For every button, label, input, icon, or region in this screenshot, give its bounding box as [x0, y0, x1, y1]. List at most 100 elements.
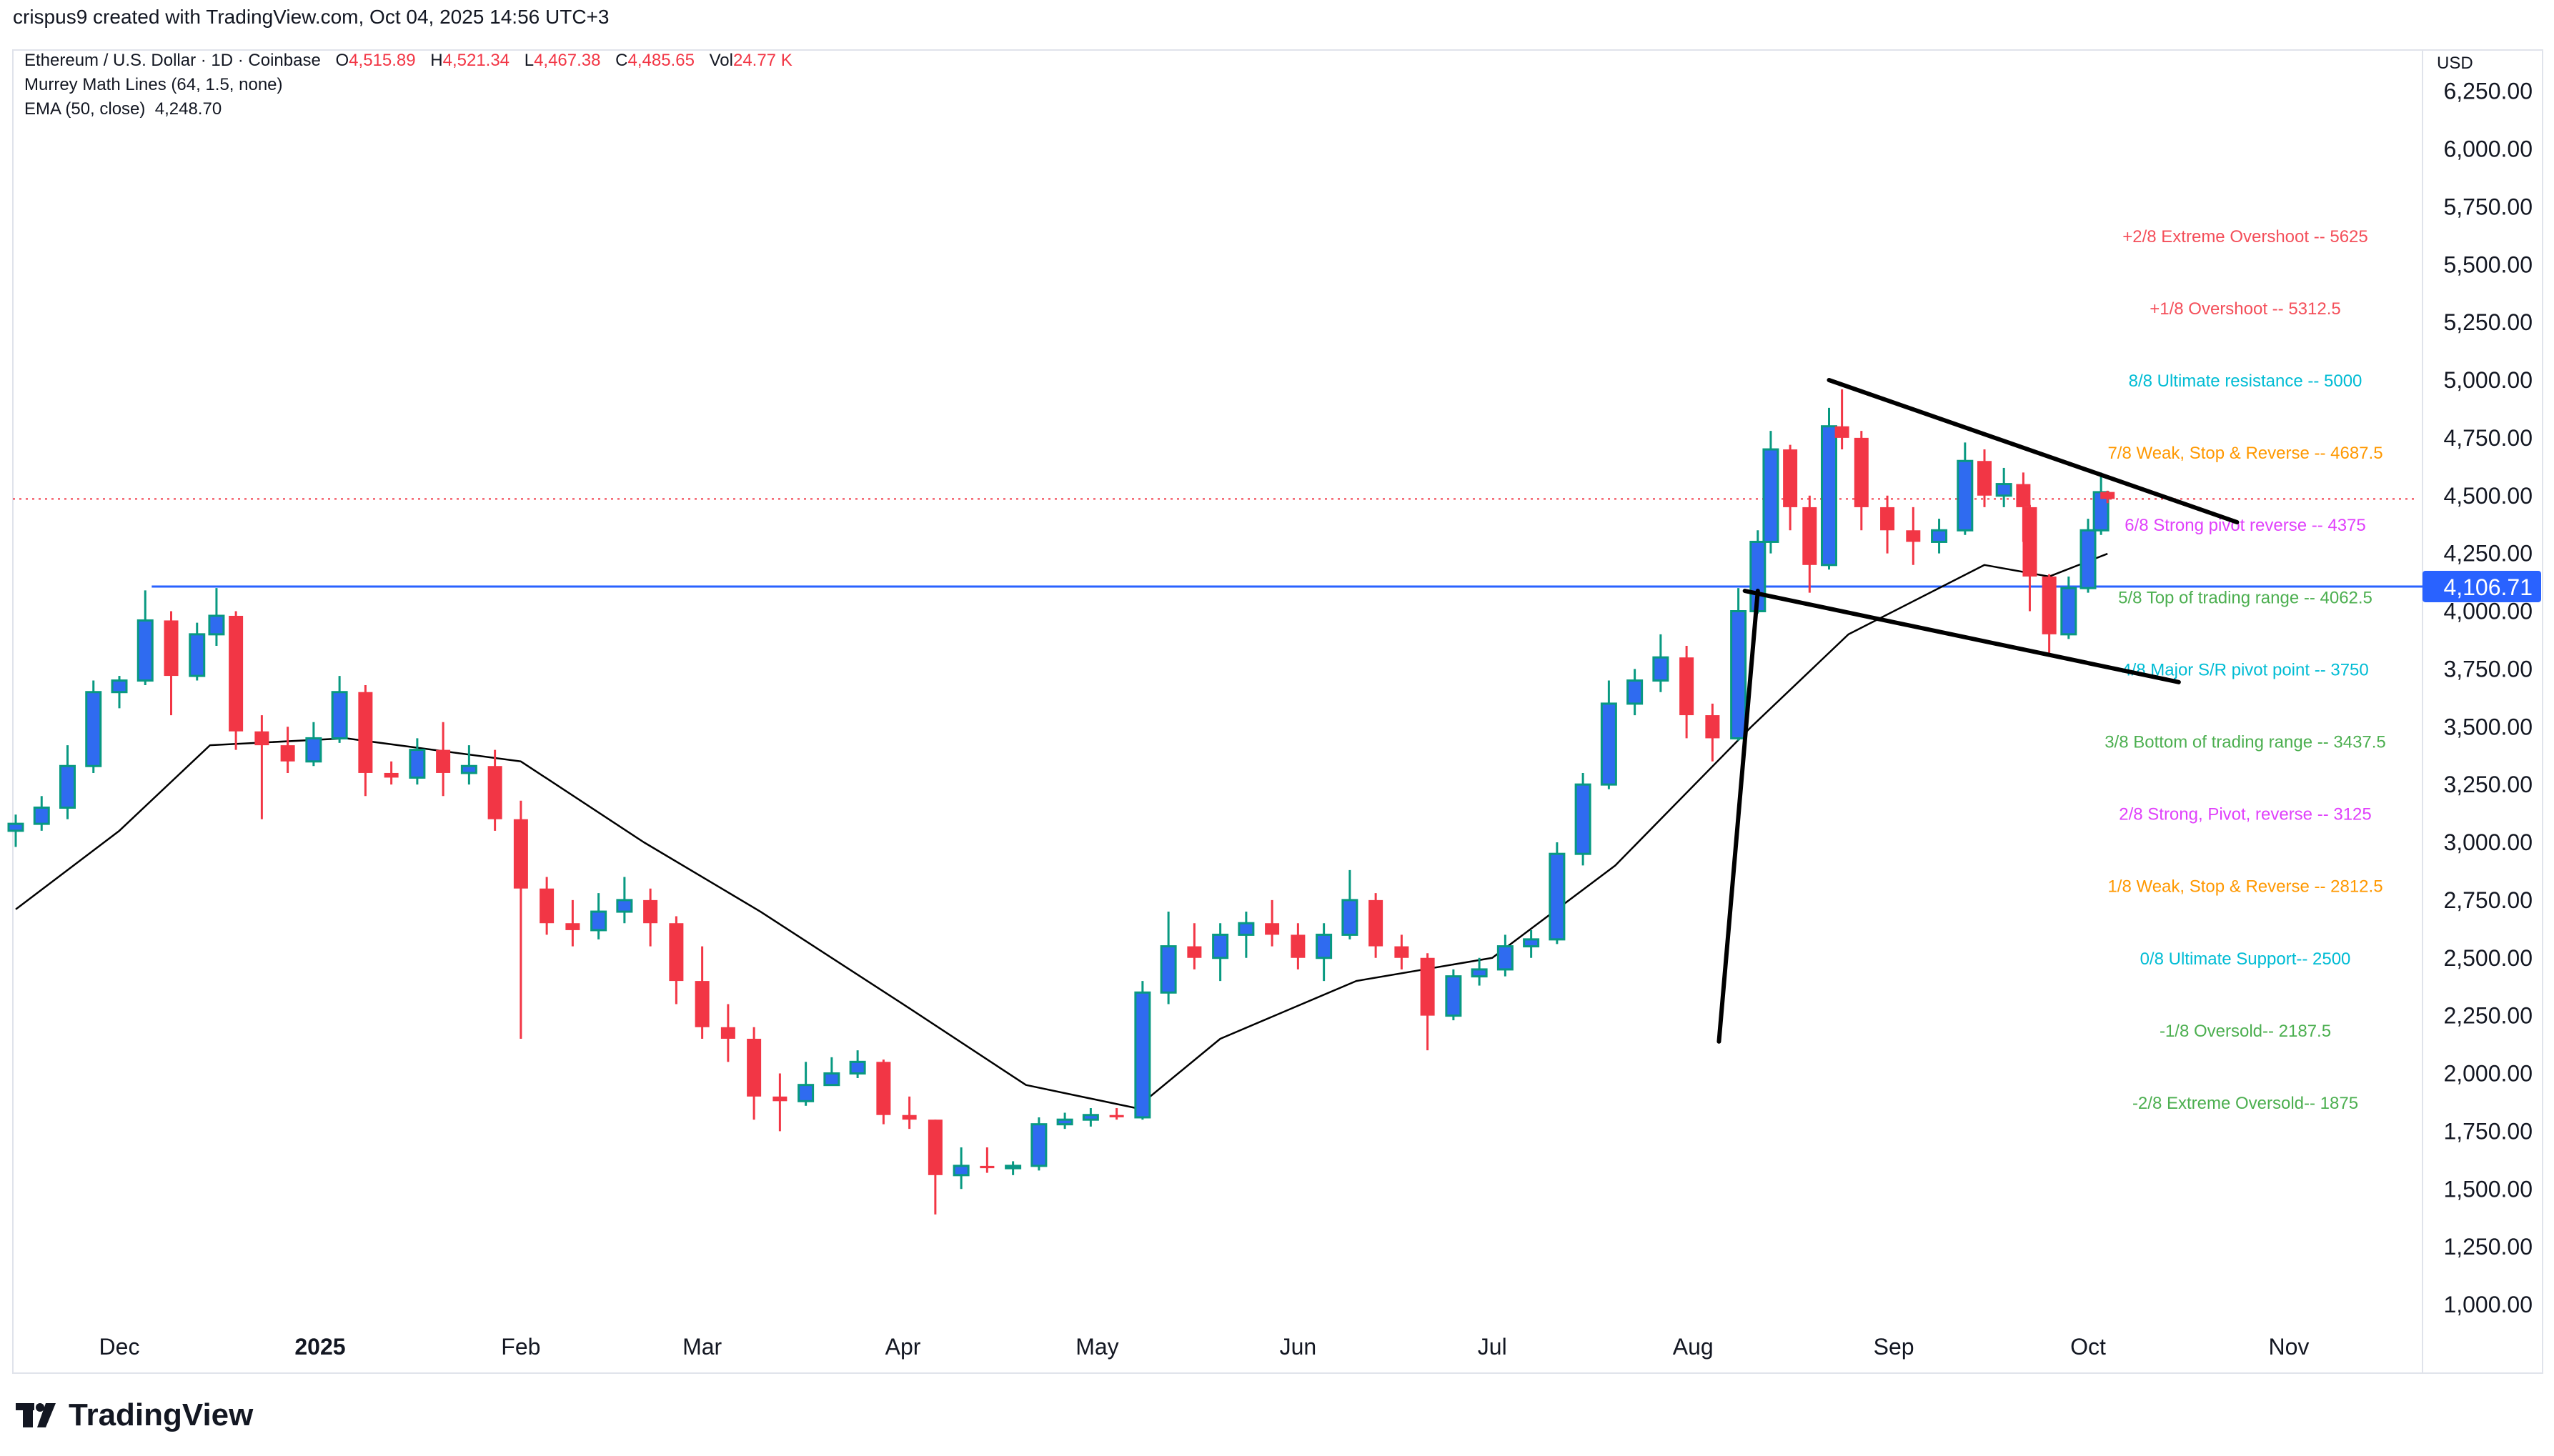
time-tick-label: Apr — [885, 1334, 921, 1360]
candle-down — [643, 899, 658, 924]
low-label: L — [524, 51, 535, 70]
trendline — [1716, 589, 1760, 1044]
price-tick-label: 5,000.00 — [2443, 367, 2533, 393]
murrey-level-label: +1/8 Overshoot -- 5312.5 — [2150, 299, 2341, 319]
price-tick-label: 4,250.00 — [2443, 541, 2533, 567]
candle-up — [460, 764, 477, 774]
low-value: 4,467.38 — [534, 51, 601, 70]
time-tick-label: 2025 — [294, 1334, 345, 1360]
murrey-level-label: 1/8 Weak, Stop & Reverse -- 2812.5 — [2107, 877, 2382, 897]
currency-label: USD — [2437, 54, 2473, 73]
candle-up — [59, 764, 76, 809]
candle-down — [720, 1027, 735, 1039]
candle-down — [164, 620, 179, 677]
candle-down — [2022, 507, 2037, 577]
horizontal-line-price-badge — [2423, 570, 2541, 602]
candle-down — [1109, 1115, 1124, 1117]
candle-up — [1471, 968, 1488, 978]
candle-down — [2042, 576, 2057, 634]
candle-up — [1134, 991, 1151, 1119]
price-tick-label: 1,000.00 — [2443, 1292, 2533, 1317]
candle-down — [695, 981, 710, 1027]
chart-credit: crispus9 created with TradingView.com, O… — [13, 6, 610, 28]
candle-up — [1160, 945, 1177, 994]
time-tick-label: May — [1075, 1334, 1118, 1360]
price-tick-label: 5,750.00 — [2443, 194, 2533, 219]
time-tick-label: Jul — [1478, 1334, 1507, 1360]
candle-down — [1187, 946, 1202, 958]
price-tick-label: 1,750.00 — [2443, 1118, 2533, 1144]
candle-up — [616, 899, 633, 913]
price-tick-label: 1,500.00 — [2443, 1176, 2533, 1202]
price-tick-label: 4,500.00 — [2443, 483, 2533, 509]
candle-down — [1880, 507, 1895, 531]
candle-up — [111, 679, 128, 694]
time-tick-label: Jun — [1280, 1334, 1317, 1360]
candle-down — [384, 772, 399, 778]
murrey-level-label: 4/8 Major S/R pivot point -- 3750 — [2122, 660, 2369, 679]
candle-up — [409, 749, 426, 779]
candle-down — [1265, 923, 1280, 935]
candle-up — [1574, 783, 1591, 855]
candle-up — [208, 614, 225, 636]
candle-down — [487, 766, 502, 819]
ema-value: 4,248.70 — [154, 99, 222, 119]
murrey-level-label: 3/8 Bottom of trading range -- 3437.5 — [2105, 732, 2386, 752]
murrey-level-label: -2/8 Extreme Oversold-- 1875 — [2132, 1094, 2358, 1113]
trendline — [1742, 589, 2181, 684]
price-tick-label: 3,500.00 — [2443, 714, 2533, 739]
price-tick-label: 5,250.00 — [2443, 309, 2533, 335]
time-tick-label: Sep — [1874, 1334, 1914, 1360]
close-value: 4,485.65 — [627, 51, 695, 70]
candle-down — [1854, 437, 1869, 507]
candle-down — [1705, 715, 1720, 739]
murrey-indicator-label[interactable]: Murrey Math Lines (64, 1.5, none) — [24, 75, 283, 94]
murrey-level-label: 7/8 Weak, Stop & Reverse -- 4687.5 — [2107, 444, 2382, 463]
murrey-level-label: 2/8 Strong, Pivot, reverse -- 3125 — [2119, 805, 2372, 824]
candle-up — [189, 633, 206, 677]
candle-up — [1652, 656, 1669, 682]
ema-indicator-row[interactable]: EMA (50, close) 4,248.70 — [24, 97, 792, 121]
time-tick-label: Dec — [99, 1334, 140, 1360]
candle-up — [305, 737, 322, 763]
reference-lines: 4,106.71 — [13, 498, 2541, 602]
candle-up — [953, 1165, 970, 1177]
price-tick-label: 3,750.00 — [2443, 656, 2533, 682]
candle-up — [1730, 610, 1747, 739]
candle-up — [1995, 483, 2012, 497]
candle-down — [1394, 946, 1409, 958]
price-tick-label: 6,250.00 — [2443, 79, 2533, 104]
candle-down — [772, 1096, 787, 1102]
candle-up — [1821, 425, 1837, 567]
candle-up — [1082, 1114, 1099, 1121]
symbol-row: Ethereum / U.S. Dollar · 1D · Coinbase O… — [24, 49, 792, 73]
candle-down — [1783, 449, 1798, 507]
tradingview-logo-text: TradingView — [69, 1397, 254, 1432]
candle-down — [565, 923, 580, 930]
candle-up — [331, 691, 348, 739]
candle-up — [2080, 529, 2097, 589]
ema-50-line — [15, 552, 2108, 1110]
price-tick-label: 2,750.00 — [2443, 887, 2533, 913]
price-axis[interactable]: 1,000.00 1,250.00 1,500.00 1,750.00 2,000.00… — [2443, 79, 2533, 1317]
candle-down — [1420, 957, 1435, 1016]
candle-up — [849, 1060, 866, 1074]
volume-value: 24.77 K — [732, 51, 792, 70]
candle-down — [229, 615, 244, 732]
candle-up — [1957, 459, 1974, 532]
candle-down — [436, 749, 451, 773]
tradingview-logo[interactable]: TradingView — [16, 1397, 253, 1433]
candle-up — [1238, 922, 1255, 936]
candle-up — [1030, 1123, 1048, 1167]
open-label: O — [335, 51, 349, 70]
candle-up — [1341, 899, 1358, 936]
candle-down — [980, 1165, 995, 1169]
candle-down — [1368, 899, 1383, 947]
chart-legend: Ethereum / U.S. Dollar · 1D · Coinbase O… — [24, 49, 792, 121]
time-axis[interactable]: Dec 2025 Feb Mar Apr May Jun Jul Aug Sep Oct Nov — [99, 1334, 2310, 1360]
candle-up — [1056, 1118, 1073, 1126]
symbol-title[interactable]: Ethereum / U.S. Dollar · 1D · Coinbase — [24, 51, 321, 70]
murrey-level-label: 5/8 Top of trading range -- 4062.5 — [2118, 588, 2372, 607]
price-tick-label: 2,000.00 — [2443, 1061, 2533, 1087]
